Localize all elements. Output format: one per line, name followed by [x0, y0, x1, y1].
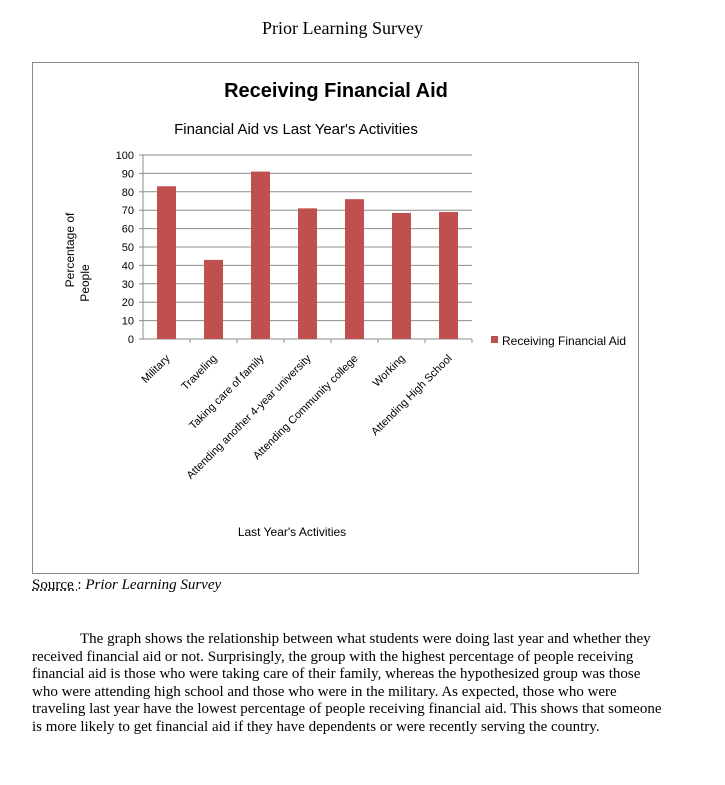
- chart-subtitle: Financial Aid vs Last Year's Activities: [174, 121, 418, 138]
- bar: [298, 208, 317, 339]
- bar: [157, 186, 176, 339]
- source-separator: :: [77, 577, 86, 593]
- source-line: Source : Prior Learning Survey: [32, 577, 221, 594]
- bar: [204, 259, 223, 339]
- source-label: Source: [32, 577, 78, 593]
- y-tick-label: 80: [122, 187, 134, 199]
- chart-frame: Receiving Financial Aid Financial Aid vs …: [32, 62, 639, 574]
- y-tick-label: 40: [122, 260, 134, 272]
- source-text: Prior Learning Survey: [85, 577, 222, 593]
- document-title: Prior Learning Survey: [262, 18, 423, 38]
- y-tick-label: 30: [122, 279, 134, 291]
- x-tick-label: Attending Community college: [251, 353, 361, 463]
- y-tick-label: 10: [122, 316, 134, 328]
- legend-swatch: [491, 336, 498, 343]
- x-tick-label: Working: [371, 353, 408, 390]
- caption: The graph shows the relationship between…: [32, 631, 662, 736]
- y-tick-label: 70: [122, 205, 134, 217]
- y-axis-label: People: [78, 264, 92, 302]
- bar: [251, 171, 270, 339]
- bar: [439, 212, 458, 339]
- caption-paragraph: The graph shows the relationship between…: [32, 631, 662, 735]
- x-tick-label: Attending High School: [369, 353, 454, 438]
- y-tick-label: 90: [122, 168, 134, 180]
- y-axis-label: Percentage of: [63, 212, 77, 287]
- legend-label: Receiving Financial Aid: [502, 334, 626, 348]
- x-axis-label: Last Year's Activities: [238, 525, 346, 539]
- y-tick-label: 0: [128, 334, 134, 346]
- bar-chart: Receiving Financial Aid Financial Aid vs …: [63, 80, 626, 539]
- x-tick-label: Traveling: [179, 353, 219, 393]
- bar: [392, 212, 411, 339]
- y-tick-label: 20: [122, 297, 134, 309]
- bar: [345, 199, 364, 339]
- chart-title: Receiving Financial Aid: [224, 80, 448, 102]
- y-tick-label: 60: [122, 224, 134, 236]
- x-tick-label: Military: [139, 352, 172, 385]
- y-tick-label: 50: [122, 242, 134, 254]
- y-tick-label: 100: [116, 150, 134, 162]
